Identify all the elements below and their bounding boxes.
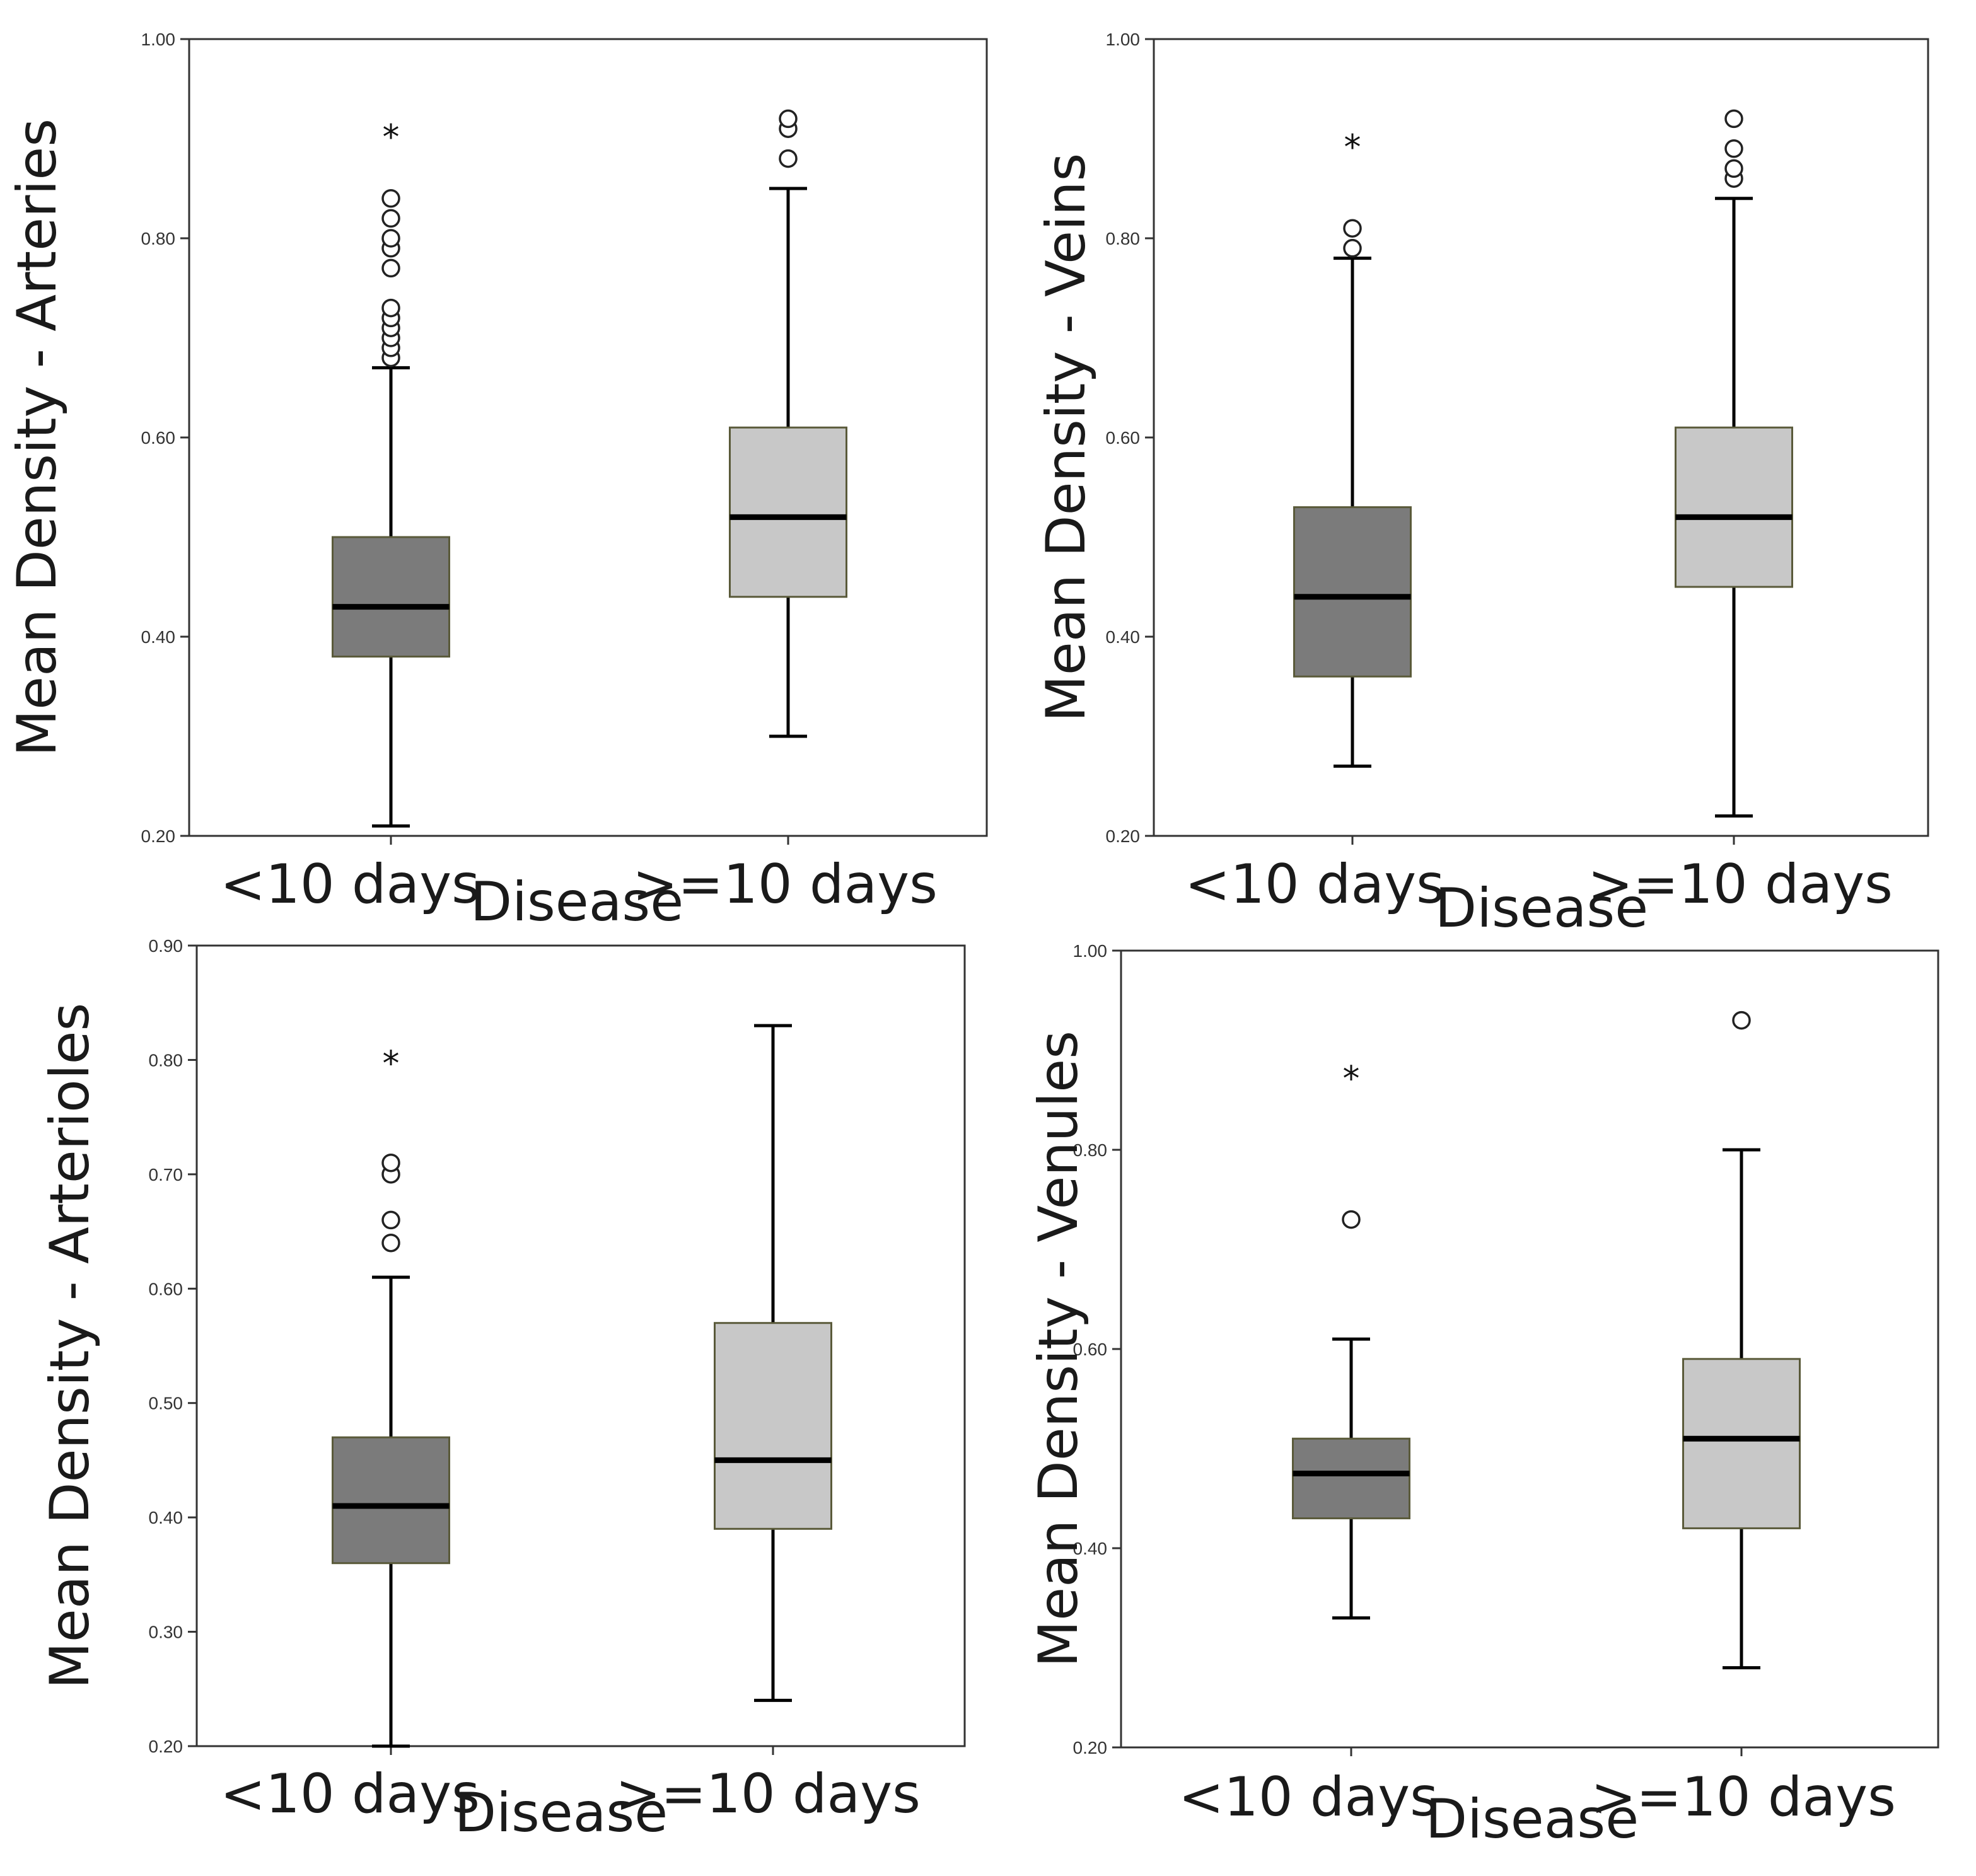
y-tick-label: 0.90 <box>149 936 183 956</box>
x-category-label: <10 days <box>1178 1766 1438 1829</box>
outlier-point <box>1724 139 1743 158</box>
y-tick-label: 0.80 <box>1073 1140 1108 1160</box>
x-axis-label: Disease <box>455 1781 668 1844</box>
plot-frame <box>188 38 988 837</box>
y-tick-label: 0.70 <box>149 1165 183 1184</box>
outlier-point <box>381 209 400 228</box>
outlier-point <box>381 258 400 278</box>
outlier-point <box>381 1210 400 1230</box>
box-group <box>714 1024 832 1702</box>
chart-panel-4: 0.20 0.40 0.60 0.80 1.00 Mean Density - Venul… <box>1027 941 1939 1851</box>
y-tick-label: 0.60 <box>141 428 176 448</box>
outlier-point <box>1343 239 1362 258</box>
box-group <box>1675 109 1793 818</box>
outlier-point <box>1342 1210 1361 1229</box>
outlier-point <box>1343 219 1362 238</box>
y-axis-label: Mean Density - Veins <box>1035 153 1098 722</box>
outlier-point <box>381 1233 400 1253</box>
iqr-box <box>332 536 450 658</box>
y-tick-label: 0.80 <box>141 229 176 248</box>
x-axis-label: Disease <box>1435 877 1648 940</box>
chart-panel-2: 0.20 0.40 0.60 0.80 1.00 Mean Density - Veins… <box>1035 30 1929 940</box>
outlier-point <box>779 149 798 168</box>
iqr-box <box>714 1322 832 1530</box>
outlier-point <box>381 229 400 248</box>
y-tick-label: 0.50 <box>149 1394 183 1413</box>
outlier-point <box>1732 1010 1751 1030</box>
y-tick-label: 1.00 <box>1106 30 1141 49</box>
y-tick-label: 0.60 <box>149 1279 183 1299</box>
extreme-point: * <box>383 117 400 157</box>
box-group: * <box>332 1043 450 1748</box>
x-axis-label: Disease <box>470 871 683 934</box>
iqr-box <box>332 1436 450 1565</box>
x-category-label: <10 days <box>1185 853 1444 916</box>
plot-frame <box>1120 949 1939 1749</box>
extreme-point: * <box>1344 127 1361 167</box>
extreme-point: * <box>383 1043 400 1083</box>
plot-frame <box>195 944 966 1747</box>
box-group: * <box>1292 1059 1410 1620</box>
y-tick-label: 0.80 <box>149 1050 183 1070</box>
box-group <box>1682 1010 1801 1670</box>
box-group: * <box>332 117 450 828</box>
extreme-point: * <box>1343 1059 1360 1099</box>
y-tick-label: 0.80 <box>1106 229 1141 248</box>
chart-panel-1: 0.20 0.40 0.60 0.80 1.00 Mean Density - Arter… <box>6 30 988 934</box>
box-group: * <box>1293 127 1412 768</box>
y-tick-label: 0.20 <box>141 826 176 846</box>
chart-panel-3: 0.20 0.30 0.40 0.50 0.60 0.70 0.80 0.90 Mean Den… <box>38 936 966 1844</box>
y-tick-label: 0.40 <box>1106 627 1141 647</box>
y-tick-label: 0.60 <box>1106 428 1141 448</box>
y-tick-label: 0.20 <box>149 1737 183 1756</box>
outlier-point <box>1724 109 1743 129</box>
x-category-label: >=10 days <box>615 1763 921 1826</box>
y-tick-label: 0.20 <box>1073 1738 1108 1757</box>
x-category-label: >=10 days <box>632 853 938 916</box>
outlier-point <box>779 109 798 129</box>
y-tick-label: 0.40 <box>149 1508 183 1527</box>
y-tick-label: 0.20 <box>1106 826 1141 846</box>
x-axis-label: Disease <box>1426 1788 1639 1851</box>
iqr-box <box>1292 1437 1410 1520</box>
x-category-label: <10 days <box>220 853 480 916</box>
outlier-point <box>381 298 400 318</box>
y-tick-label: 0.30 <box>149 1623 183 1642</box>
x-category-label: <10 days <box>220 1763 480 1826</box>
plot-frame <box>1153 38 1929 837</box>
outlier-point <box>381 1153 400 1172</box>
y-axis-label: Mean Density - Arterioles <box>38 1003 102 1689</box>
x-category-label: >=10 days <box>1591 1766 1896 1829</box>
y-tick-label: 1.00 <box>141 30 176 49</box>
x-category-label: >=10 days <box>1588 853 1893 916</box>
y-tick-label: 0.40 <box>141 627 176 647</box>
iqr-box <box>1293 506 1412 678</box>
y-axis-label: Mean Density - Arteries <box>6 119 69 756</box>
outlier-point <box>1724 159 1743 178</box>
iqr-box <box>1675 426 1793 588</box>
box-group <box>729 109 847 738</box>
y-tick-label: 0.40 <box>1073 1539 1108 1558</box>
y-axis-label: Mean Density - Venules <box>1027 1031 1090 1667</box>
iqr-box <box>1682 1358 1801 1529</box>
y-tick-label: 0.60 <box>1073 1340 1108 1359</box>
outlier-point <box>381 189 400 208</box>
iqr-box <box>729 426 847 598</box>
y-tick-label: 1.00 <box>1073 941 1108 961</box>
